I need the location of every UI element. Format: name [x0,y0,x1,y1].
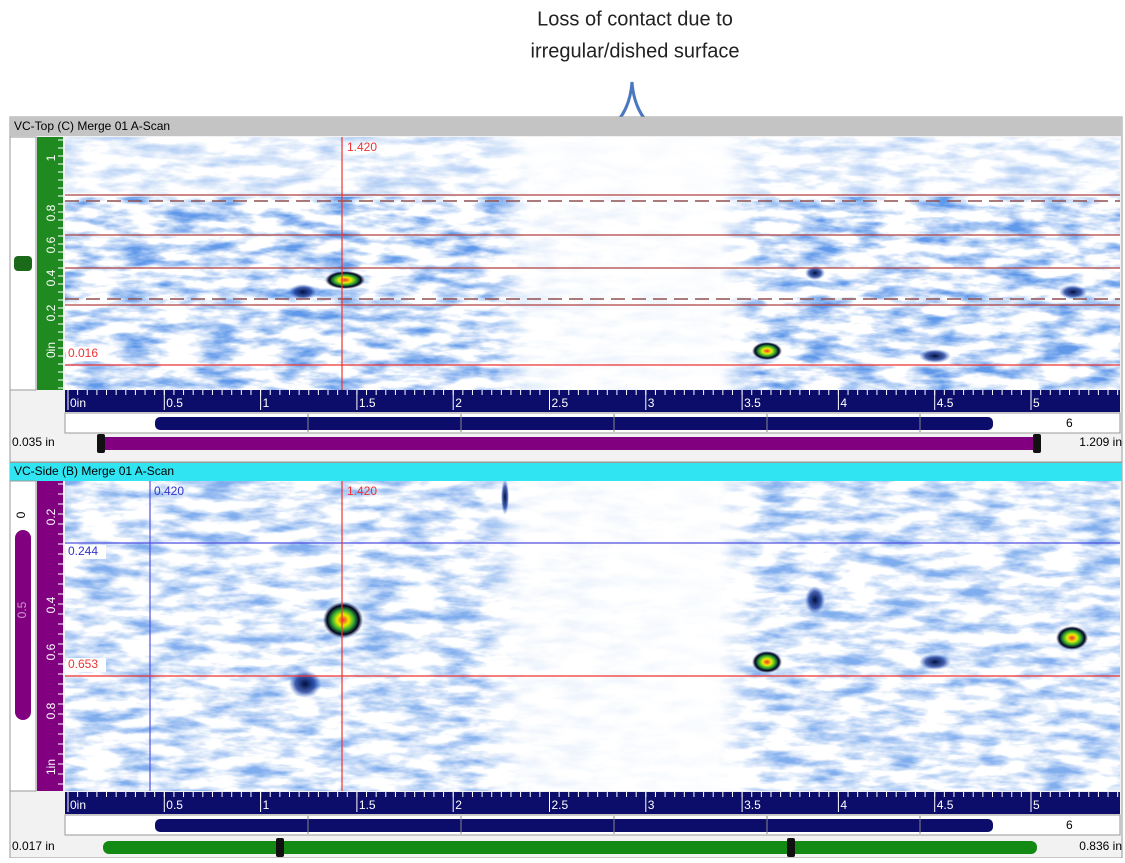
scrollbar[interactable] [155,417,993,430]
cursor-label: 1.420 [347,140,377,154]
scrollbar[interactable] [155,819,993,832]
indication [289,670,321,698]
y-tick-label: 1in [44,759,58,775]
contact-loss [490,137,760,390]
indication [919,349,951,363]
title-bar [10,463,1122,481]
x-tick-label: 0.5 [166,798,183,812]
y-tick-label: 0.6 [44,643,58,660]
contact-loss [480,481,760,791]
x-tick-label: 0.5 [166,396,183,410]
x-tick-label: 1 [263,396,270,410]
y-tick-label: 0.2 [44,304,58,321]
range-slider[interactable] [98,437,1040,450]
y-tick-label: 0.8 [44,702,58,719]
annotation: Loss of contact due to [537,8,733,30]
indication [1056,626,1088,650]
x-tick-label: 2.5 [552,396,569,410]
y-tick-label: 0.4 [44,596,58,613]
side-label: 0 [14,511,28,518]
x-tick-label: 3.5 [744,798,761,812]
title-bar [10,117,1122,136]
cursor-label: 1.420 [347,484,377,498]
x-tick-label: 4 [840,396,847,410]
y-tick-label: 0.6 [44,236,58,253]
indication [289,284,317,300]
x-tick-label: 5 [1033,396,1040,410]
range-min: 0.035 in [12,435,55,449]
x-tick-label: 4 [840,798,847,812]
cursor-label: 0.244 [68,544,98,558]
scroll-end: 6 [1066,416,1073,430]
range-slider[interactable] [103,841,1037,854]
x-tick-label: 0in [70,798,86,812]
scan-window: Loss of contact due to irregular/dished … [0,0,1125,858]
x-tick-label: 1.5 [359,396,376,410]
slider-handle[interactable] [97,434,105,453]
annotation: irregular/dished surface [531,40,740,62]
range-min: 0.017 in [12,839,55,853]
panel-title: VC-Side (B) Merge 01 A-Scan [14,464,174,478]
x-tick-label: 3 [648,396,655,410]
x-ruler [65,390,1120,412]
indication [1059,285,1087,299]
x-tick-label: 2 [455,798,462,812]
y-tick-label: 0.4 [44,269,58,286]
x-tick-label: 2.5 [552,798,569,812]
y-tick-label: 0.8 [44,204,58,221]
ruler-thumb[interactable] [15,530,31,720]
slider-handle[interactable] [1033,434,1041,453]
x-tick-label: 2 [455,396,462,410]
indication [752,342,782,360]
range-max: 1.209 in [1079,435,1122,449]
indication [323,602,363,638]
cursor-label: 0.420 [154,484,184,498]
x-tick-label: 4.5 [937,396,954,410]
x-tick-label: 1.5 [359,798,376,812]
x-tick-label: 5 [1033,798,1040,812]
side-label: 0.5 [15,601,29,618]
range-max: 0.836 in [1079,839,1122,853]
ruler-thumb[interactable] [14,256,32,271]
indication [805,586,825,614]
indication [325,271,365,289]
panel-title: VC-Top (C) Merge 01 A-Scan [14,119,170,133]
indication [752,651,782,673]
y-tick-label: 0in [44,342,58,358]
x-ruler [65,792,1120,814]
slider-handle[interactable] [787,838,795,857]
slider-handle[interactable] [276,838,284,857]
x-tick-label: 1 [263,798,270,812]
cursor-label: 0.016 [68,346,98,360]
x-tick-label: 3 [648,798,655,812]
cursor-label: 0.653 [68,657,98,671]
y-tick-label: 1 [44,154,58,161]
x-tick-label: 4.5 [937,798,954,812]
scroll-end: 6 [1066,818,1073,832]
y-tick-label: 0.2 [44,508,58,525]
indication [919,654,951,670]
x-tick-label: 3.5 [744,396,761,410]
indication [501,479,509,515]
x-tick-label: 0in [70,396,86,410]
